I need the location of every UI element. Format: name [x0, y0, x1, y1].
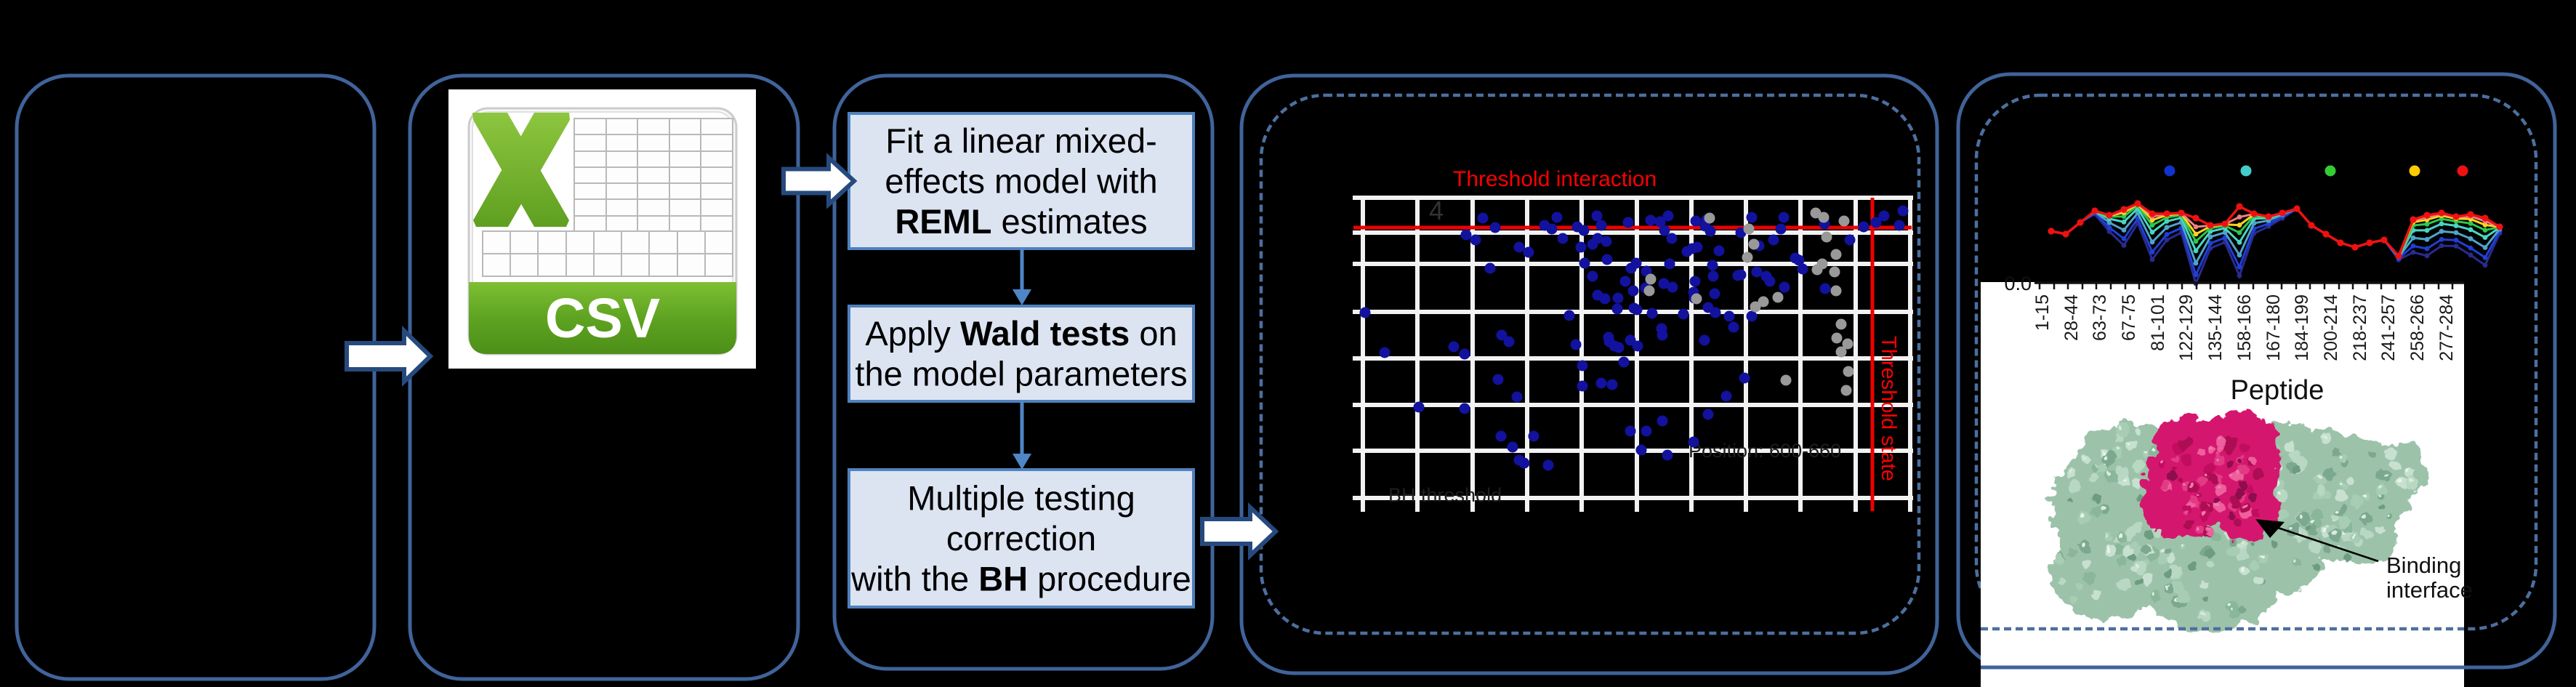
- svg-text:200-214: 200-214: [2321, 294, 2341, 361]
- svg-text:241-257: 241-257: [2378, 294, 2399, 361]
- svg-text:81-101: 81-101: [2148, 294, 2168, 351]
- svg-text:Binding: Binding: [2386, 553, 2461, 578]
- svg-text:the model parameters: the model parameters: [855, 355, 1187, 393]
- svg-text:218-237: 218-237: [2350, 294, 2370, 361]
- svg-text:Threshold interaction: Threshold interaction: [1453, 167, 1657, 191]
- svg-text:0.0: 0.0: [2004, 273, 2032, 294]
- svg-text:Fit a linear mixed-: Fit a linear mixed-: [885, 121, 1157, 160]
- svg-text:Apply Wald tests on: Apply Wald tests on: [865, 314, 1177, 353]
- svg-text:258-266: 258-266: [2407, 294, 2428, 361]
- svg-text:135-144: 135-144: [2205, 294, 2226, 361]
- svg-text:67-75: 67-75: [2119, 294, 2139, 341]
- svg-text:Threshold state: Threshold state: [1877, 336, 1900, 481]
- svg-text:Peptide: Peptide: [2231, 375, 2325, 406]
- svg-text:28-44: 28-44: [2061, 294, 2082, 341]
- svg-text:with the BH procedure: with the BH procedure: [850, 560, 1191, 598]
- svg-text:122-129: 122-129: [2176, 294, 2197, 361]
- svg-text:interface: interface: [2386, 577, 2473, 603]
- svg-text:63-73: 63-73: [2090, 294, 2110, 341]
- svg-text:167-180: 167-180: [2263, 294, 2284, 361]
- svg-text:REML estimates: REML estimates: [895, 202, 1147, 241]
- svg-text:4: 4: [1429, 196, 1444, 225]
- svg-text:CSV: CSV: [545, 287, 660, 350]
- svg-text:Multiple testing: Multiple testing: [907, 479, 1135, 518]
- svg-text:Position: 600-660: Position: 600-660: [1689, 440, 1841, 462]
- svg-text:1-15: 1-15: [2032, 294, 2053, 331]
- svg-text:158-166: 158-166: [2234, 294, 2255, 361]
- svg-text:correction: correction: [946, 519, 1096, 558]
- svg-text:BH threshold: BH threshold: [1388, 484, 1502, 506]
- svg-text:effects model with: effects model with: [885, 161, 1157, 200]
- svg-text:184-199: 184-199: [2292, 294, 2312, 361]
- svg-text:277-284: 277-284: [2436, 294, 2457, 361]
